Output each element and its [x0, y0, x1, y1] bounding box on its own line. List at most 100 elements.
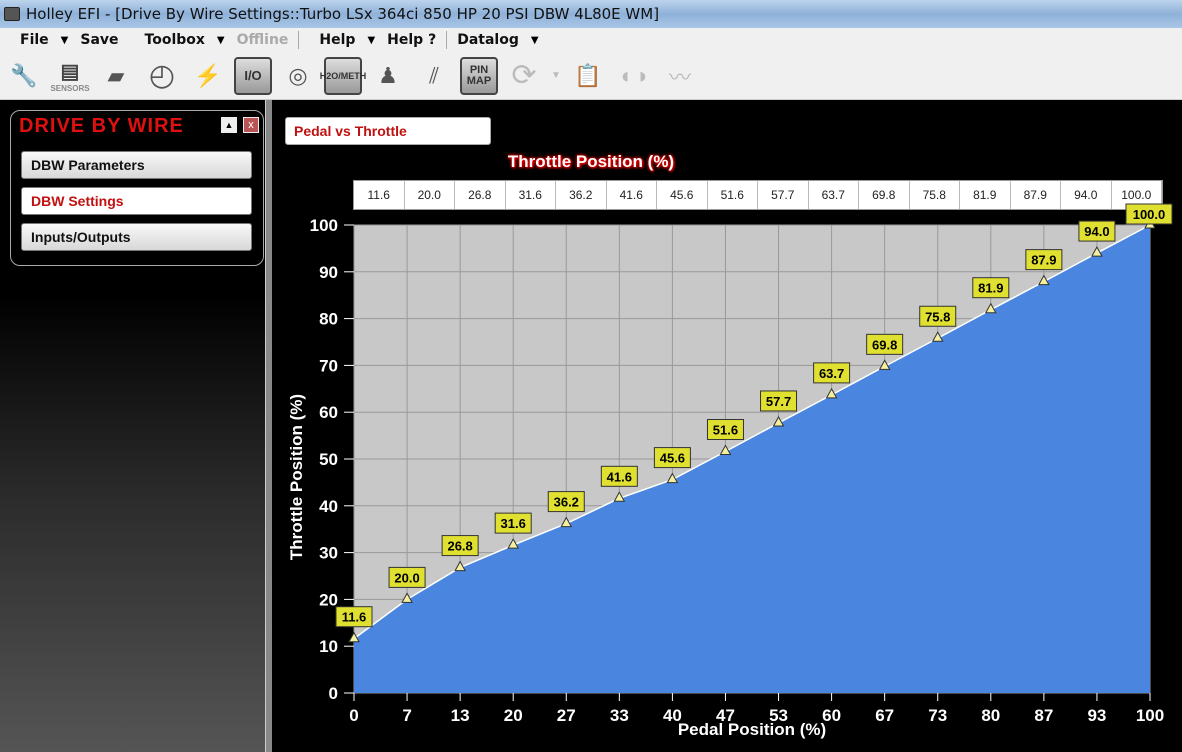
data-label-box	[388, 566, 426, 588]
nav-dbw-settings[interactable]: DBW Settings	[21, 187, 252, 215]
spark-plug-icon[interactable]: ⚡	[194, 62, 222, 88]
data-label: 69.8	[872, 337, 897, 352]
x-tick-label: 87	[1034, 706, 1053, 725]
nav-dbw-parameters[interactable]: DBW Parameters	[21, 151, 252, 179]
toolbar: 🔧 ▤ SENSORS ▰ ◴ ⚡ I/O ◎ H2O/METH ♟ ⫽ PIN …	[0, 52, 1182, 100]
x-axis-label: Pedal Position (%)	[678, 720, 826, 739]
y-tick-label: 0	[329, 684, 338, 703]
data-label: 51.6	[713, 423, 738, 438]
menu-help-q[interactable]: Help ?	[387, 32, 437, 48]
water-meth-icon[interactable]: H2O/METH	[320, 56, 366, 95]
data-point-marker	[1091, 246, 1103, 257]
shifter-icon[interactable]: ♟	[378, 62, 398, 88]
x-tick-label: 27	[557, 706, 576, 725]
menu-toolbox[interactable]: Toolbox	[144, 32, 205, 48]
x-tick-label: 100	[1136, 706, 1164, 725]
turbo-icon[interactable]: ◎	[288, 62, 308, 88]
nav-inputs-outputs[interactable]: Inputs/Outputs	[21, 223, 252, 251]
data-label-box	[813, 362, 851, 384]
x-tick-label: 67	[875, 706, 894, 725]
table-cell[interactable]: 75.8	[910, 181, 960, 209]
x-tick-label: 47	[716, 706, 735, 725]
y-tick-label: 70	[319, 356, 338, 375]
splitter-handle[interactable]	[265, 100, 272, 752]
data-label-box	[653, 447, 691, 469]
table-cell[interactable]: 94.0	[1061, 181, 1112, 209]
title-bar: Holley EFI - [Drive By Wire Settings::Tu…	[0, 0, 1182, 28]
area-fill	[354, 225, 1150, 693]
table-cell[interactable]: 20.0	[405, 181, 455, 209]
data-label: 11.6	[342, 610, 367, 625]
divider	[446, 31, 448, 49]
refresh-dropdown-icon[interactable]: ▼	[551, 70, 561, 81]
table-cell[interactable]: 69.8	[859, 181, 910, 209]
data-label-box	[1125, 203, 1173, 225]
datalog-dropdown-icon[interactable]: ▼	[530, 34, 539, 46]
table-cell[interactable]: 45.6	[657, 181, 708, 209]
toolbox-dropdown-icon[interactable]: ▼	[216, 34, 225, 46]
table-cell[interactable]: 31.6	[506, 181, 556, 209]
y-tick-label: 80	[319, 310, 338, 329]
table-cell[interactable]: 100.0	[1112, 181, 1162, 209]
chart-selector[interactable]: Pedal vs Throttle	[285, 117, 491, 145]
table-cell[interactable]: 11.6	[354, 181, 405, 209]
table-cell[interactable]: 57.7	[758, 181, 809, 209]
table-cell[interactable]: 36.2	[556, 181, 607, 209]
menu-file[interactable]: File	[20, 32, 49, 48]
pedal-icon[interactable]: ⫽	[429, 62, 439, 88]
data-label: 41.6	[607, 469, 632, 484]
menu-help[interactable]: Help	[319, 32, 356, 48]
x-tick-label: 53	[769, 706, 788, 725]
ecu-icon[interactable]: ▰	[107, 62, 125, 88]
file-dropdown-icon[interactable]: ▼	[60, 34, 69, 46]
y-tick-label: 10	[319, 637, 338, 656]
table-cell[interactable]: 51.6	[708, 181, 758, 209]
injector-icon[interactable]: 🔧	[10, 62, 38, 88]
heartbeat-icon[interactable]: 〰	[668, 64, 691, 90]
table-cell[interactable]: 26.8	[455, 181, 506, 209]
data-label: 94.0	[1084, 224, 1109, 239]
data-point-marker	[507, 538, 520, 549]
data-point-marker	[666, 472, 679, 484]
data-label: 45.6	[660, 451, 685, 466]
refresh-icon[interactable]: ⟳	[511, 59, 537, 92]
data-label: 31.6	[501, 516, 526, 531]
gauge-icon[interactable]: ◴	[148, 59, 176, 92]
data-label-box	[919, 305, 957, 327]
data-point-marker	[401, 592, 413, 603]
data-point-marker	[613, 491, 626, 502]
help-dropdown-icon[interactable]: ▼	[367, 34, 376, 46]
x-tick-label: 73	[928, 706, 947, 725]
dashboard-icon[interactable]: ◐◑	[620, 62, 648, 88]
data-label: 81.9	[978, 281, 1003, 296]
close-button[interactable]: x	[243, 117, 259, 133]
y-tick-label: 60	[319, 403, 338, 422]
collapse-button[interactable]: ▲	[221, 117, 237, 133]
clipboard-icon[interactable]: 📋	[574, 62, 602, 88]
menu-save[interactable]: Save	[80, 32, 119, 48]
table-cell[interactable]: 81.9	[960, 181, 1011, 209]
menu-datalog[interactable]: Datalog	[457, 32, 519, 48]
data-point-marker	[719, 444, 732, 456]
data-label-box	[760, 390, 798, 412]
data-label: 26.8	[447, 539, 472, 554]
data-label-box	[335, 606, 373, 628]
data-label-box	[1025, 249, 1063, 271]
io-icon[interactable]: I/O	[234, 56, 272, 95]
x-tick-label: 33	[610, 706, 629, 725]
pin-map-icon[interactable]: PIN MAP	[460, 56, 498, 95]
data-label-box	[547, 491, 585, 513]
value-table: 11.6 20.0 26.8 31.6 36.2 41.6 45.6 51.6 57.7 63.7…	[353, 180, 1163, 210]
table-cell[interactable]: 41.6	[607, 181, 657, 209]
sensors-icon[interactable]: ▤ SENSORS	[50, 60, 90, 93]
data-point-marker	[878, 359, 891, 370]
x-tick-label: 0	[349, 706, 358, 725]
table-cell[interactable]: 87.9	[1011, 181, 1061, 209]
data-label: 20.0	[394, 570, 419, 585]
sensors-label: SENSORS	[50, 83, 90, 93]
y-tick-label: 90	[319, 263, 338, 282]
data-point-marker	[931, 331, 944, 342]
table-cell[interactable]: 63.7	[809, 181, 859, 209]
x-tick-label: 7	[402, 706, 411, 725]
